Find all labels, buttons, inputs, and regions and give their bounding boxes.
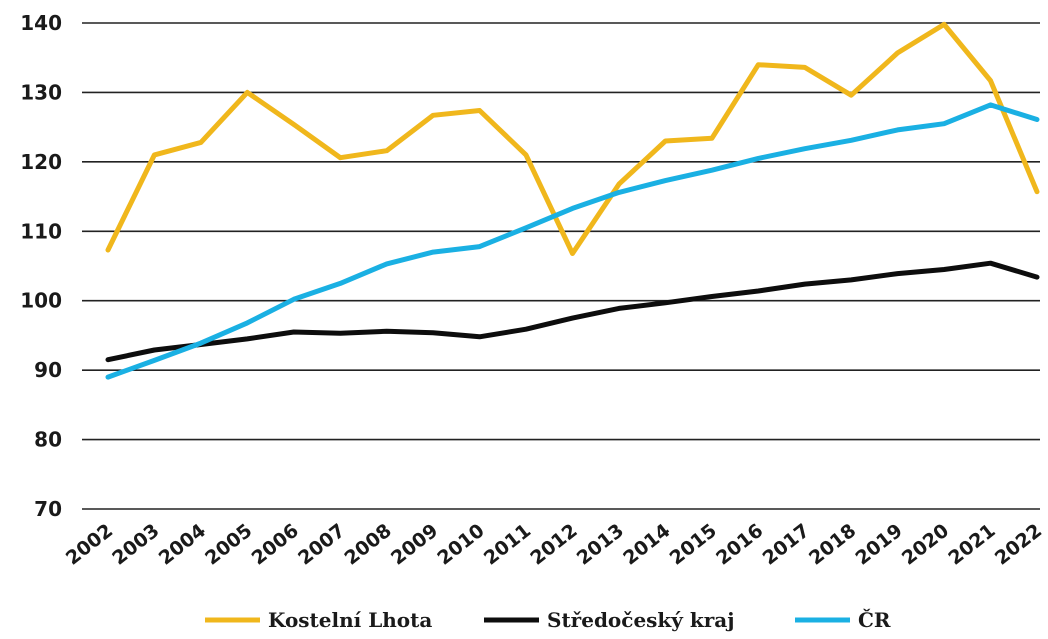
- x-tick-label: 2006: [248, 520, 303, 570]
- y-tick-label: 140: [20, 11, 62, 35]
- x-tick-label: 2013: [573, 520, 628, 570]
- x-tick-label: 2020: [898, 520, 953, 570]
- x-tick-label: 2010: [433, 520, 488, 570]
- legend-label-0: Kostelní Lhota: [268, 608, 432, 632]
- x-tick-label: 2021: [944, 520, 999, 570]
- x-tick-label: 2007: [294, 520, 349, 570]
- x-tick-label: 2005: [201, 520, 256, 570]
- series-lines: [105, 21, 1040, 380]
- x-tick-label: 2008: [341, 520, 396, 570]
- x-tick-label: 2004: [155, 520, 210, 570]
- series-line-1: [105, 260, 1040, 363]
- y-tick-label: 80: [34, 428, 62, 452]
- x-tick-label: 2003: [108, 520, 163, 570]
- y-tick-label: 120: [20, 150, 62, 174]
- legend: Kostelní Lhota Středočeský kraj ČR: [205, 607, 891, 632]
- x-tick-label: 2011: [480, 520, 535, 570]
- x-tick-label: 2009: [387, 520, 442, 570]
- y-tick-label: 100: [20, 289, 62, 313]
- x-tick-label: 2017: [759, 520, 814, 570]
- y-tick-label: 130: [20, 80, 62, 104]
- y-axis-tick-labels: 70 80 90 100 110 120 130 140: [20, 11, 62, 521]
- legend-label-2: ČR: [858, 607, 891, 632]
- x-tick-label: 2022: [991, 520, 1046, 570]
- x-tick-label: 2015: [666, 520, 721, 570]
- x-tick-label: 2014: [619, 520, 674, 570]
- x-tick-label: 2019: [852, 520, 907, 570]
- series-line-2: [105, 102, 1040, 380]
- y-tick-label: 70: [34, 497, 62, 521]
- gridlines: [82, 22, 1040, 510]
- x-tick-label: 2018: [805, 520, 860, 570]
- x-tick-label: 2002: [62, 520, 117, 570]
- x-axis-tick-labels: 2002200320042005200620072008200920102011…: [62, 520, 1046, 570]
- legend-label-1: Středočeský kraj: [547, 608, 734, 632]
- y-tick-label: 90: [34, 358, 62, 382]
- series-line-0: [105, 21, 1040, 256]
- y-tick-label: 110: [20, 219, 62, 243]
- x-tick-label: 2016: [712, 520, 767, 570]
- x-tick-label: 2012: [526, 520, 581, 570]
